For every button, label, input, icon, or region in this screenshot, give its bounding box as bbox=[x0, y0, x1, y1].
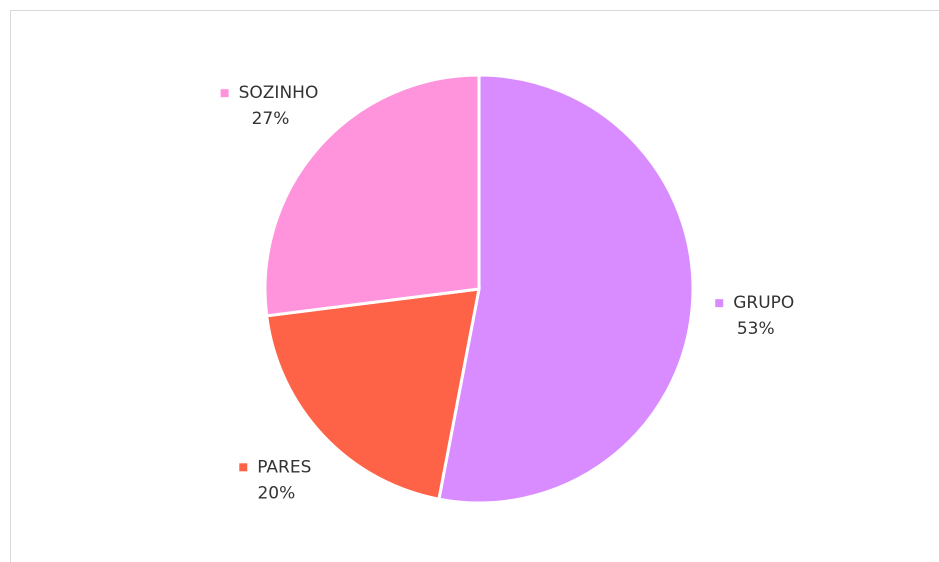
slice-label-name: PARES bbox=[257, 457, 311, 477]
pie-slice bbox=[265, 287, 481, 501]
legend-marker bbox=[239, 463, 248, 472]
legend-marker bbox=[715, 299, 724, 308]
pie-slice bbox=[437, 73, 695, 505]
pie-slice bbox=[263, 73, 481, 318]
slice-label-name: GRUPO bbox=[733, 293, 794, 313]
legend-marker bbox=[220, 89, 229, 98]
slice-label-value: 53% bbox=[737, 319, 775, 339]
chart-frame bbox=[10, 10, 939, 562]
slice-label-value: 20% bbox=[257, 483, 295, 503]
slice-label-value: 27% bbox=[252, 109, 290, 129]
slice-label-name: SOZINHO bbox=[239, 83, 319, 103]
